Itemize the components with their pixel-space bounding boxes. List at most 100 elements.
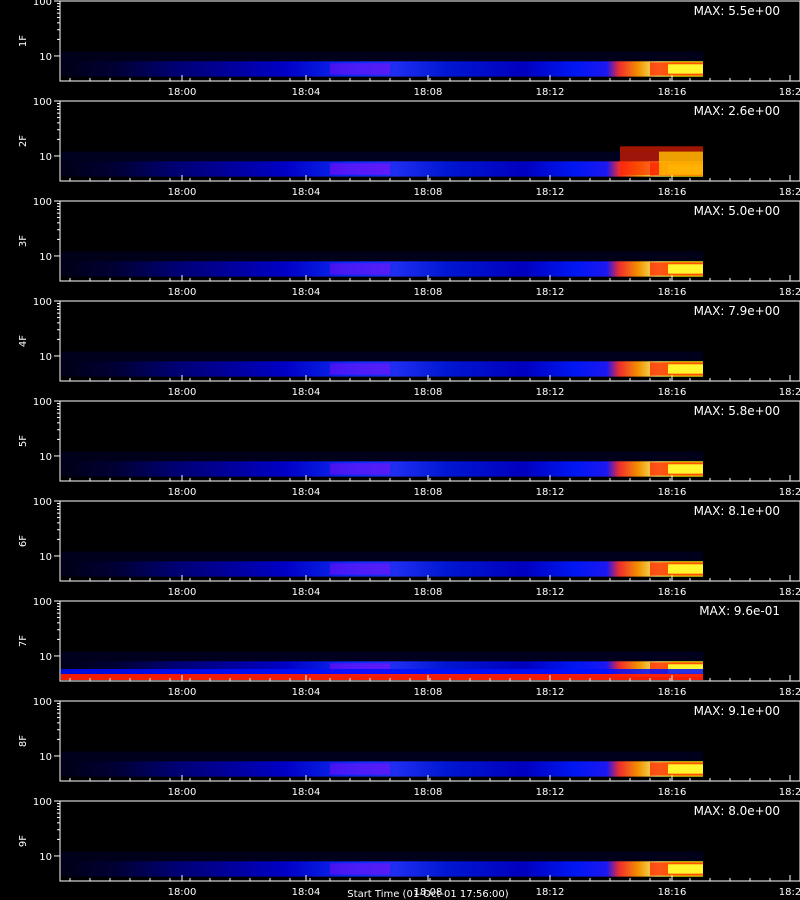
x-tick-label: 18:00 bbox=[168, 187, 197, 198]
x-tick-label: 18:08 bbox=[414, 687, 443, 698]
x-tick-label: 18:04 bbox=[292, 887, 321, 898]
spectrogram-haze bbox=[61, 851, 703, 862]
x-tick-label: 18:08 bbox=[414, 87, 443, 98]
x-tick-label: 18:04 bbox=[292, 287, 321, 298]
x-tick-label: 18:08 bbox=[414, 287, 443, 298]
panel-1F: 10 100 1F MAX: 5.5e+00 18:00 18:04 18:08 18:12 1… bbox=[18, 0, 800, 98]
x-tick-label: 18:2 bbox=[779, 487, 800, 498]
panel-label: 6F bbox=[18, 535, 29, 547]
y-tick-label: 10 bbox=[39, 452, 52, 463]
empty-region bbox=[703, 802, 799, 880]
panel-label: 2F bbox=[18, 135, 29, 147]
mid-glow bbox=[330, 763, 390, 775]
panel-7F: 10 100 7F MAX: 9.6e-01 18:00 18:04 18:08 18:12 1… bbox=[18, 597, 800, 698]
x-tick-label: 18:2 bbox=[779, 787, 800, 798]
x-tick-label: 18:00 bbox=[168, 787, 197, 798]
mid-glow bbox=[330, 363, 390, 375]
x-tick-label: 18:16 bbox=[658, 387, 687, 398]
panel-6F: 10 100 6F MAX: 8.1e+00 18:00 18:04 18:08 18:12 1… bbox=[18, 497, 800, 598]
x-tick-label: 18:2 bbox=[779, 87, 800, 98]
x-tick-label: 18:12 bbox=[536, 187, 565, 198]
max-label: MAX: 5.0e+00 bbox=[694, 204, 780, 218]
mid-glow bbox=[330, 563, 390, 575]
x-tick-label: 18:16 bbox=[658, 587, 687, 598]
y-tick-label: 100 bbox=[33, 697, 52, 708]
y-tick-label: 100 bbox=[33, 597, 52, 608]
x-tick-label: 18:00 bbox=[168, 87, 197, 98]
y-tick-label: 10 bbox=[39, 152, 52, 163]
y-tick-label: 100 bbox=[33, 97, 52, 108]
spectrogram-haze bbox=[61, 51, 703, 62]
panel-label: 7F bbox=[18, 635, 29, 647]
x-tick-label: 18:12 bbox=[536, 787, 565, 798]
mid-glow bbox=[330, 663, 390, 675]
y-tick-label: 10 bbox=[39, 52, 52, 63]
x-tick-label: 18:2 bbox=[779, 187, 800, 198]
empty-region bbox=[703, 702, 799, 780]
flare-extended-core bbox=[659, 151, 703, 176]
mid-glow bbox=[330, 863, 390, 875]
spectrogram-haze bbox=[61, 151, 703, 162]
panel-8F: 10 100 8F MAX: 9.1e+00 18:00 18:04 18:08 18:12 1… bbox=[18, 697, 800, 798]
flare-core bbox=[668, 364, 703, 374]
empty-region bbox=[703, 502, 799, 580]
spectrogram-band bbox=[61, 161, 703, 177]
low-frequency-band bbox=[61, 669, 703, 674]
panel-5F: 10 100 5F MAX: 5.8e+00 18:00 18:04 18:08 18:12 1… bbox=[18, 397, 800, 498]
x-tick-label: 18:2 bbox=[779, 387, 800, 398]
x-tick-label: 18:2 bbox=[779, 287, 800, 298]
x-tick-label: 18:04 bbox=[292, 587, 321, 598]
x-tick-label: 18:2 bbox=[779, 587, 800, 598]
x-tick-label: 18:08 bbox=[414, 387, 443, 398]
y-tick-label: 10 bbox=[39, 852, 52, 863]
empty-region bbox=[703, 202, 799, 280]
flare-core bbox=[668, 664, 703, 674]
x-tick-label: 18:04 bbox=[292, 387, 321, 398]
y-tick-label: 100 bbox=[33, 0, 52, 8]
spectrogram-band bbox=[61, 461, 703, 477]
flare-core bbox=[668, 64, 703, 74]
x-tick-label: 18:16 bbox=[658, 787, 687, 798]
empty-region bbox=[703, 102, 799, 180]
mid-glow bbox=[330, 63, 390, 75]
x-tick-label: 18:16 bbox=[658, 87, 687, 98]
spectrogram-haze bbox=[61, 751, 703, 762]
x-tick-label: 18:12 bbox=[536, 887, 565, 898]
flare-core bbox=[668, 864, 703, 874]
panel-9F: 10 100 9F MAX: 8.0e+00 18:00 18:04 18:08 18:12 1… bbox=[18, 797, 800, 898]
y-tick-label: 10 bbox=[39, 752, 52, 763]
spectrogram-haze bbox=[61, 451, 703, 462]
flare-core bbox=[668, 264, 703, 274]
mid-glow bbox=[330, 263, 390, 275]
y-tick-label: 100 bbox=[33, 797, 52, 808]
y-tick-label: 100 bbox=[33, 397, 52, 408]
max-label: MAX: 7.9e+00 bbox=[694, 304, 780, 318]
panel-2F: 10 100 2F MAX: 2.6e+00 18:00 18:04 18:08 18:12 1… bbox=[18, 97, 800, 198]
spectrogram-band bbox=[61, 561, 703, 577]
y-tick-label: 10 bbox=[39, 652, 52, 663]
x-tick-label: 18:04 bbox=[292, 187, 321, 198]
spectrogram-haze bbox=[61, 351, 703, 362]
x-tick-label: 18:16 bbox=[658, 887, 687, 898]
max-label: MAX: 9.1e+00 bbox=[694, 704, 780, 718]
max-label: MAX: 8.0e+00 bbox=[694, 804, 780, 818]
y-tick-label: 100 bbox=[33, 497, 52, 508]
x-tick-label: 18:2 bbox=[779, 887, 800, 898]
panel-label: 8F bbox=[18, 735, 29, 747]
panel-label: 1F bbox=[18, 35, 29, 47]
x-tick-label: 18:12 bbox=[536, 287, 565, 298]
x-tick-label: 18:04 bbox=[292, 787, 321, 798]
y-tick-label: 10 bbox=[39, 552, 52, 563]
x-tick-label: 18:16 bbox=[658, 687, 687, 698]
x-tick-label: 18:00 bbox=[168, 487, 197, 498]
spectrogram-haze bbox=[61, 251, 703, 262]
flare-core bbox=[668, 464, 703, 474]
panel-label: 4F bbox=[18, 335, 29, 347]
max-label: MAX: 8.1e+00 bbox=[694, 504, 780, 518]
panel-4F: 10 100 4F MAX: 7.9e+00 18:00 18:04 18:08 18:12 1… bbox=[18, 297, 800, 398]
empty-region bbox=[703, 402, 799, 480]
max-label: MAX: 5.8e+00 bbox=[694, 404, 780, 418]
x-tick-label: 18:08 bbox=[414, 187, 443, 198]
x-tick-label: 18:16 bbox=[658, 487, 687, 498]
